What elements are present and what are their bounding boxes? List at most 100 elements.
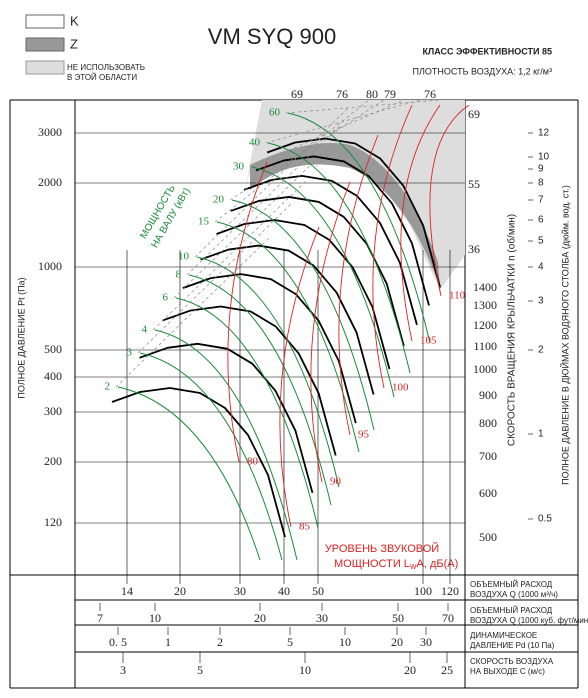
scale-tick-label: 20 (404, 663, 416, 677)
power-tick-label: 40 (249, 137, 261, 149)
pressure-tick: 3000 (38, 125, 62, 139)
scale-label: СКОРОСТЬ ВОЗДУХА (470, 657, 554, 666)
sound-label: МОЩНОСТИ LWA, дБ(A) (334, 558, 458, 571)
pressure-tick: 500 (44, 342, 62, 356)
fan-curve (266, 137, 442, 288)
scale-tick-label: 120 (441, 584, 459, 598)
legend-swatch-na (25, 60, 65, 75)
scale-tick-label: 40 (278, 584, 290, 598)
power-line (154, 329, 298, 561)
speed-tick-label: 700 (479, 449, 497, 463)
scale-label: ДИНАМИЧЕСКОЕ (470, 631, 537, 640)
scale-tick-label: 2 (217, 635, 223, 649)
efficiency-tick-label: 69 (291, 87, 303, 101)
z-area (250, 142, 440, 288)
scale-tick-label: 5 (197, 663, 203, 677)
sound-tick-label: 90 (330, 476, 342, 488)
title: VM SYQ 900 (208, 24, 336, 49)
speed-tick-label: 1000 (473, 362, 497, 376)
legend-swatch-z (25, 37, 65, 52)
inch-axis-label: ПОЛНОЕ ДАВЛЕНИЕ В ДЮЙМАХ ВОДЯНОГО СТОЛБА… (559, 185, 570, 485)
inch-tick-label: 4 (538, 262, 544, 273)
power-tick-label: 30 (233, 161, 245, 173)
power-line (188, 274, 332, 506)
speed-tick-label: 1300 (473, 298, 497, 312)
speed-tick-label: 1200 (473, 318, 497, 332)
scale-tick-label: 10 (299, 663, 311, 677)
scale-tick-label: 50 (392, 611, 404, 625)
power-tick-label: 15 (198, 216, 210, 228)
sound-line (227, 161, 268, 463)
scale-tick-label: 30 (234, 584, 246, 598)
legend-label: НЕ ИСПОЛЬЗОВАТЬ (67, 63, 145, 72)
inch-tick-label: 9 (538, 164, 544, 175)
scale-tick-label: 7 (97, 611, 103, 625)
scale-tick-label: 10 (339, 635, 351, 649)
scale-label: ВОЗДУХА Q (1000 куб. фут/мин) (470, 616, 588, 625)
efficiency-tick-label: 79 (384, 87, 396, 101)
sound-tick-label: 100 (392, 382, 409, 394)
scale-tick-label: 100 (414, 584, 432, 598)
efficiency-tick-label: 69 (468, 107, 480, 121)
fan-curve (243, 174, 418, 326)
efficiency-tick-label: 80 (366, 87, 378, 101)
inch-tick-label: 10 (538, 152, 550, 163)
sound-line (429, 104, 470, 297)
sound-tick-label: 110 (449, 290, 466, 302)
power-line (117, 386, 261, 561)
legend-label: В ЭТОЙ ОБЛАСТИ (67, 73, 137, 82)
inch-tick-label: 2 (538, 345, 544, 356)
scale-tick-label: 70 (442, 611, 454, 625)
fan-curve (139, 342, 314, 494)
sound-tick-label: 85 (299, 521, 311, 533)
scale-tick-label: 20 (391, 635, 403, 649)
guide-line (115, 236, 271, 388)
efficiency-tick-label: 76 (336, 87, 348, 101)
legend-swatch-k (25, 14, 65, 29)
pressure-tick: 300 (44, 404, 62, 418)
power-tick-label: 3 (127, 347, 133, 359)
power-tick-label: 2 (105, 381, 111, 393)
fan-curve (200, 244, 375, 395)
guide-line (249, 99, 405, 168)
sound-tick-label: 95 (358, 429, 370, 441)
power-line (175, 297, 319, 529)
scale-label: НА ВЫХОДЕ C (м/с) (470, 667, 545, 676)
pressure-tick: 200 (44, 454, 62, 468)
sound-line (310, 181, 351, 483)
power-tick-label: 20 (213, 194, 225, 206)
scale-label: ОБЪЕМНЫЙ РАСХОД (470, 606, 553, 615)
sound-tick-label: 80 (247, 456, 259, 468)
inch-tick-label: 5 (538, 236, 544, 247)
efficiency-tick-label: 36 (468, 242, 480, 256)
inch-tick-label: 6 (538, 215, 544, 226)
scale-label: ДАВЛЕНИЕ Pd (10 Па) (470, 641, 555, 650)
scale-label: ОБЪЕМНЫЙ РАСХОД (470, 580, 553, 589)
power-tick-label: 10 (178, 251, 190, 263)
scale-tick-label: 30 (420, 635, 432, 649)
sound-line (338, 134, 379, 436)
pressure-tick: 120 (44, 515, 62, 529)
scale-tick-label: 14 (121, 584, 133, 598)
power-line (287, 112, 431, 344)
power-line (251, 166, 395, 398)
scale-tick-label: 30 (316, 611, 328, 625)
guide-line (265, 99, 421, 144)
pressure-tick: 400 (44, 369, 62, 383)
speed-tick-label: 600 (479, 486, 497, 500)
speed-tick-label: 500 (479, 530, 497, 544)
legend-label: Z (70, 36, 78, 51)
speed-tick-label: 800 (479, 416, 497, 430)
power-tick-label: 60 (269, 107, 281, 119)
fan-curve (216, 219, 391, 370)
scale-tick-label: 1 (165, 635, 171, 649)
power-tick-label: 4 (142, 324, 148, 336)
speed-tick-label: 1400 (473, 280, 497, 294)
efficiency-tick-label: 55 (468, 177, 480, 191)
fan-curve (111, 387, 286, 538)
sound-line (400, 104, 441, 342)
inch-tick-label: 1 (538, 429, 544, 440)
power-line (139, 352, 283, 561)
scale-tick-label: 3 (120, 663, 126, 677)
speed-tick-label: 900 (479, 388, 497, 402)
